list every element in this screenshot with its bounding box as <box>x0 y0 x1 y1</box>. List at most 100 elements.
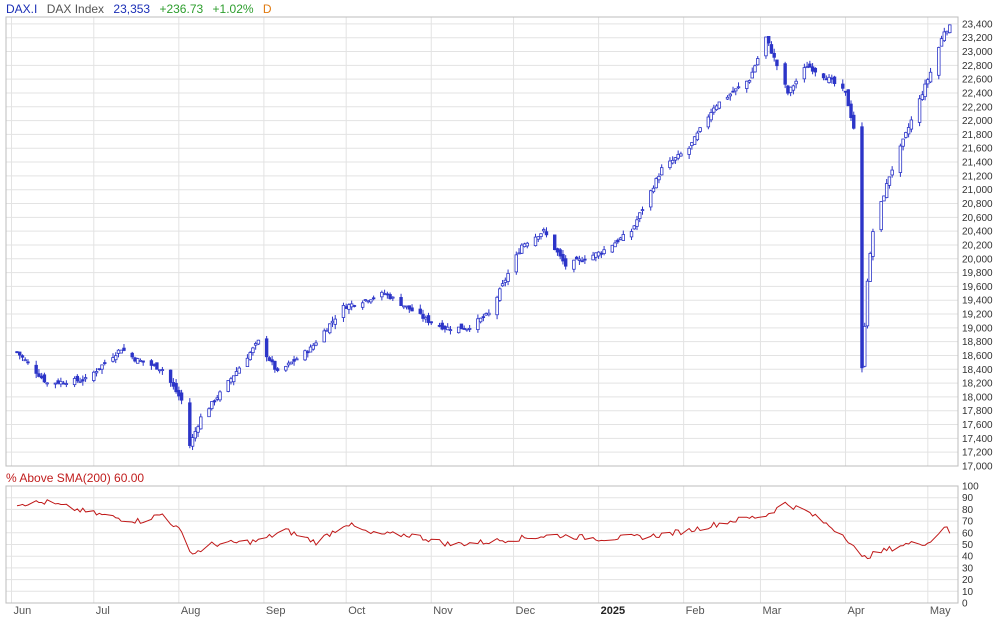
price-tick-label: 19,000 <box>962 323 993 334</box>
candle-body <box>103 362 107 364</box>
ticker-symbol[interactable]: DAX.I <box>6 2 38 16</box>
candle-body <box>424 317 428 320</box>
price-tick-label: 20,000 <box>962 254 993 265</box>
candle-body <box>391 296 395 299</box>
candle-body <box>18 351 22 356</box>
candle-body <box>111 357 115 362</box>
candle-body <box>251 347 255 354</box>
candle-body <box>810 66 815 72</box>
candle-body <box>155 362 159 370</box>
candle-body <box>728 93 732 97</box>
candle-body <box>37 373 41 377</box>
candle-body <box>149 360 154 366</box>
candle-body <box>97 368 101 371</box>
candle-body <box>253 343 258 346</box>
candle-body <box>596 251 601 257</box>
candle-body <box>865 280 870 327</box>
candle-body <box>868 253 872 282</box>
candle-body <box>904 132 908 138</box>
time-axis: Jun Jul Aug Sep Oct Nov Dec 2025 Feb Mar Apr May <box>13 605 951 617</box>
candle-body <box>709 112 713 121</box>
price-tick-label: 23,400 <box>962 19 993 30</box>
candle-body <box>821 73 826 79</box>
candle-body <box>610 244 615 253</box>
candle-body <box>440 322 444 330</box>
candle-body <box>649 190 653 208</box>
price-tick-label: 18,400 <box>962 365 993 376</box>
price-tick-label: 22,400 <box>962 88 993 99</box>
candle-body <box>179 392 184 401</box>
candle-body <box>852 114 856 129</box>
candle-body <box>830 77 834 80</box>
candle-body <box>138 360 143 362</box>
candle-body <box>602 249 606 255</box>
candle-body <box>78 380 82 383</box>
price-tick-label: 21,600 <box>962 144 993 155</box>
month-tick-label: Mar <box>762 605 781 617</box>
price-tick-label: 18,200 <box>962 379 993 390</box>
candle-body <box>687 147 691 155</box>
candle-body <box>380 291 384 298</box>
candle-body <box>849 103 853 119</box>
candle-body <box>533 236 538 247</box>
candle-body <box>670 159 675 164</box>
candle-body <box>443 325 447 330</box>
candle-body <box>717 101 722 109</box>
candle-body <box>887 176 892 186</box>
indicator-tick-label: 50 <box>962 540 974 551</box>
candle-body <box>756 58 760 66</box>
candle-body <box>465 328 469 331</box>
price-tick-label: 17,000 <box>962 462 993 473</box>
candle-body <box>572 259 576 270</box>
candle-body <box>520 244 524 254</box>
candle-body <box>692 136 697 145</box>
candle-body <box>942 31 946 42</box>
candle-body <box>23 359 27 362</box>
price-tick-label: 21,800 <box>962 130 993 141</box>
candle-body <box>583 258 587 261</box>
candle-body <box>92 371 96 381</box>
candle-body <box>676 154 680 159</box>
candle-body <box>371 297 376 300</box>
candle-body <box>536 236 540 240</box>
candle-body <box>939 38 944 47</box>
candle-body <box>333 318 337 325</box>
candle-body <box>764 36 768 57</box>
candle-body <box>56 380 60 384</box>
price-tick-label: 17,200 <box>962 448 993 459</box>
indicator-tick-label: 60 <box>962 528 974 539</box>
candle-body <box>783 63 787 85</box>
price-grid <box>6 17 958 467</box>
candle-body <box>462 328 466 330</box>
candle-body <box>114 355 118 361</box>
instrument-name: DAX Index <box>46 2 105 16</box>
candle-body <box>292 359 296 362</box>
candle-body <box>152 364 156 366</box>
candle-body <box>544 231 549 236</box>
candle-body <box>215 397 219 400</box>
price-tick-label: 17,800 <box>962 406 993 417</box>
candle-body <box>133 357 137 362</box>
last-price: 23,353 <box>113 2 151 16</box>
month-tick-label: Nov <box>433 605 453 617</box>
candle-body <box>747 80 752 83</box>
candle-body <box>168 369 173 383</box>
candle-body <box>42 374 47 383</box>
candle-body <box>196 426 200 433</box>
month-tick-label: Jun <box>13 605 31 617</box>
candle-body <box>344 306 348 309</box>
price-tick-label: 21,200 <box>962 171 993 182</box>
price-tick-label: 22,200 <box>962 102 993 113</box>
panel-frames <box>5 16 959 604</box>
candle-body <box>690 142 694 147</box>
price-tick-label: 22,600 <box>962 75 993 86</box>
candle-body <box>879 201 883 231</box>
candle-body <box>863 325 867 367</box>
candle-body <box>360 302 365 308</box>
candle-body <box>295 358 299 361</box>
indicator-tick-label: 10 <box>962 587 974 598</box>
price-tick-label: 19,600 <box>962 282 993 293</box>
period-indicator[interactable]: D <box>262 2 272 16</box>
candle-body <box>232 375 236 383</box>
